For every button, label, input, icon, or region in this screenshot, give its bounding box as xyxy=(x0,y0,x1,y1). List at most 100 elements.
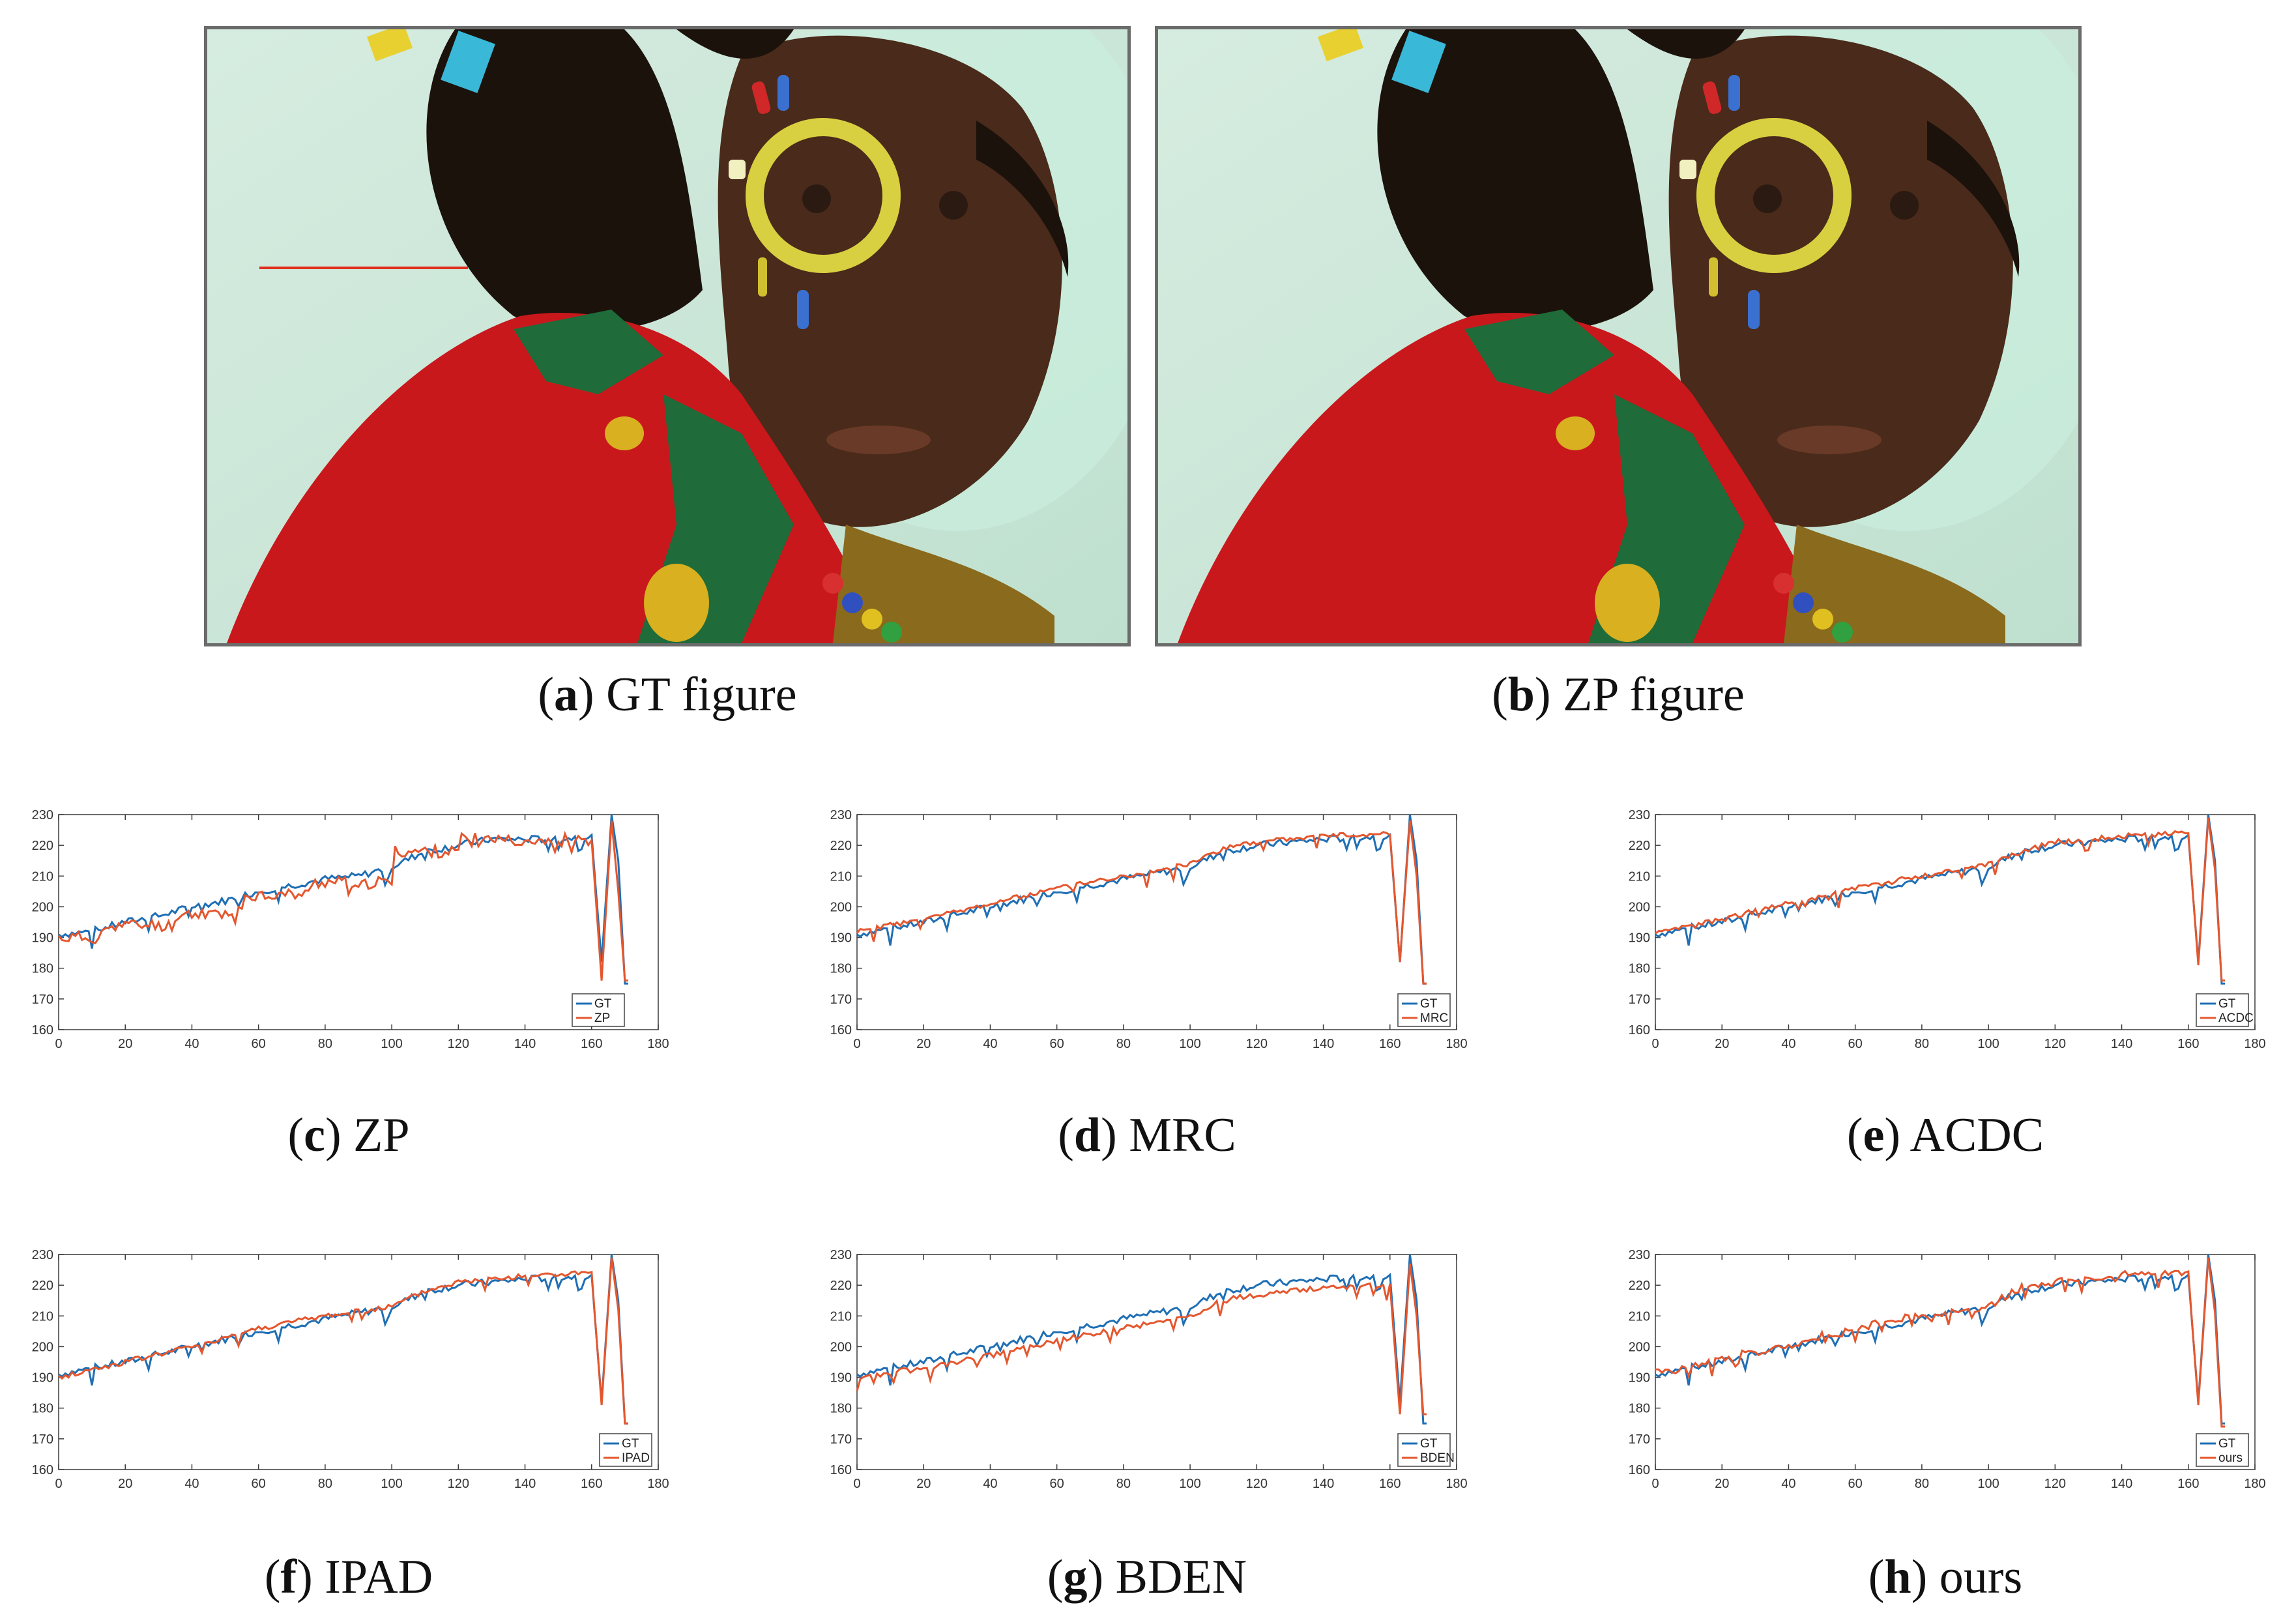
caption-e: (e) ACDC xyxy=(1846,1109,2044,1162)
y-tick-label: 210 xyxy=(32,869,53,884)
legend-gt-label: GT xyxy=(1420,1437,1438,1451)
y-tick-label: 200 xyxy=(1629,1340,1650,1354)
y-tick-label: 180 xyxy=(1629,962,1650,976)
x-tick-label: 100 xyxy=(1977,1477,1999,1491)
caption-a: (a) GT figure xyxy=(538,668,797,721)
caption-f: (f) IPAD xyxy=(264,1550,433,1604)
y-tick-label: 200 xyxy=(830,1340,852,1354)
plot-e: 160 170 180 190 200 210 220 230 0 20 40 60 80 100 120 1… xyxy=(1616,802,2274,1075)
x-tick-label: 120 xyxy=(448,1037,469,1051)
x-tick-label: 40 xyxy=(184,1477,199,1491)
x-tick-label: 60 xyxy=(252,1477,266,1491)
x-tick-label: 180 xyxy=(2244,1477,2265,1491)
x-tick-label: 20 xyxy=(916,1037,931,1051)
x-tick-label: 0 xyxy=(1651,1477,1659,1491)
plot-g: 160 170 180 190 200 210 220 230 0 20 40 60 80 100 120 1… xyxy=(818,1241,1476,1515)
x-tick-label: 180 xyxy=(1446,1477,1467,1491)
series-method-line xyxy=(1655,817,2225,982)
x-tick-label: 120 xyxy=(2044,1477,2066,1491)
y-tick-label: 190 xyxy=(830,1371,852,1385)
y-tick-label: 220 xyxy=(32,839,53,853)
legend-method-label: BDEN xyxy=(1420,1451,1455,1465)
legend-gt-label: GT xyxy=(1420,997,1438,1011)
series-method-line xyxy=(856,1263,1427,1415)
x-tick-label: 40 xyxy=(184,1037,199,1051)
y-tick-label: 220 xyxy=(830,839,852,853)
plot-axes-box xyxy=(1655,814,2256,1030)
series-method-line xyxy=(57,1257,628,1425)
y-tick-label: 170 xyxy=(830,1432,852,1447)
x-tick-label: 140 xyxy=(2111,1037,2132,1051)
y-tick-label: 210 xyxy=(830,869,852,884)
legend-box xyxy=(1397,1433,1451,1467)
y-tick-label: 190 xyxy=(1629,1371,1650,1385)
y-tick-label: 160 xyxy=(1629,1463,1650,1477)
legend-method-label: ours xyxy=(2218,1451,2243,1465)
legend-gt-label: GT xyxy=(2218,997,2236,1011)
legend-box xyxy=(599,1433,652,1467)
x-tick-label: 0 xyxy=(55,1037,62,1051)
x-tick-label: 100 xyxy=(1179,1477,1200,1491)
x-tick-label: 140 xyxy=(2111,1477,2132,1491)
y-tick-label: 170 xyxy=(32,993,53,1007)
x-tick-label: 160 xyxy=(1379,1037,1401,1051)
legend-method-label: IPAD xyxy=(622,1451,650,1465)
x-tick-label: 40 xyxy=(1781,1037,1795,1051)
legend-gt-label: GT xyxy=(622,1437,639,1451)
x-tick-label: 20 xyxy=(1715,1477,1729,1491)
y-tick-label: 220 xyxy=(1629,1279,1650,1293)
y-tick-label: 190 xyxy=(830,931,852,946)
x-tick-label: 60 xyxy=(1848,1037,1863,1051)
y-tick-label: 160 xyxy=(32,1463,53,1477)
x-tick-label: 180 xyxy=(1446,1037,1467,1051)
y-tick-label: 180 xyxy=(32,1402,53,1416)
x-tick-label: 140 xyxy=(514,1037,536,1051)
legend-method-label: ZP xyxy=(594,1011,610,1025)
plot-axes-box xyxy=(1655,1254,2256,1470)
x-tick-label: 160 xyxy=(1379,1477,1401,1491)
legend-gt-label: GT xyxy=(594,997,612,1011)
y-tick-label: 170 xyxy=(32,1432,53,1447)
caption-g: (g) BDEN xyxy=(1047,1550,1247,1604)
x-tick-label: 80 xyxy=(318,1477,332,1491)
x-tick-label: 60 xyxy=(1050,1477,1064,1491)
y-tick-label: 220 xyxy=(32,1279,53,1293)
legend-box xyxy=(572,993,625,1027)
x-tick-label: 60 xyxy=(1050,1037,1064,1051)
x-tick-label: 80 xyxy=(1915,1037,1929,1051)
legend-method-label: MRC xyxy=(1420,1011,1448,1025)
x-tick-label: 0 xyxy=(853,1037,860,1051)
x-tick-label: 160 xyxy=(581,1037,602,1051)
y-tick-label: 170 xyxy=(1629,1432,1650,1447)
x-tick-label: 20 xyxy=(118,1037,132,1051)
y-tick-label: 210 xyxy=(32,1309,53,1324)
y-tick-label: 210 xyxy=(830,1309,852,1324)
y-tick-label: 190 xyxy=(1629,931,1650,946)
plot-axes-box xyxy=(58,814,659,1030)
legend-box xyxy=(1397,993,1451,1027)
x-tick-label: 120 xyxy=(1246,1037,1268,1051)
x-tick-label: 0 xyxy=(1651,1037,1659,1051)
x-tick-label: 20 xyxy=(916,1477,931,1491)
y-tick-label: 230 xyxy=(32,808,53,822)
x-tick-label: 60 xyxy=(1848,1477,1863,1491)
x-tick-label: 20 xyxy=(118,1477,132,1491)
plot-d: 160 170 180 190 200 210 220 230 0 20 40 60 80 100 120 1… xyxy=(818,802,1476,1075)
x-tick-label: 80 xyxy=(1116,1037,1131,1051)
y-tick-label: 230 xyxy=(830,808,852,822)
legend-gt-label: GT xyxy=(2218,1437,2236,1451)
y-tick-label: 220 xyxy=(830,1279,852,1293)
x-tick-label: 40 xyxy=(1781,1477,1795,1491)
y-tick-label: 230 xyxy=(830,1248,852,1262)
x-tick-label: 160 xyxy=(2177,1477,2199,1491)
y-tick-label: 220 xyxy=(1629,839,1650,853)
y-tick-label: 210 xyxy=(1629,869,1650,884)
legend-box xyxy=(2196,1433,2249,1467)
x-tick-label: 160 xyxy=(2177,1037,2199,1051)
x-tick-label: 100 xyxy=(381,1037,402,1051)
x-tick-label: 120 xyxy=(1246,1477,1268,1491)
x-tick-label: 120 xyxy=(2044,1037,2066,1051)
y-tick-label: 160 xyxy=(1629,1023,1650,1037)
y-tick-label: 210 xyxy=(1629,1309,1650,1324)
series-gt-line xyxy=(58,814,628,985)
